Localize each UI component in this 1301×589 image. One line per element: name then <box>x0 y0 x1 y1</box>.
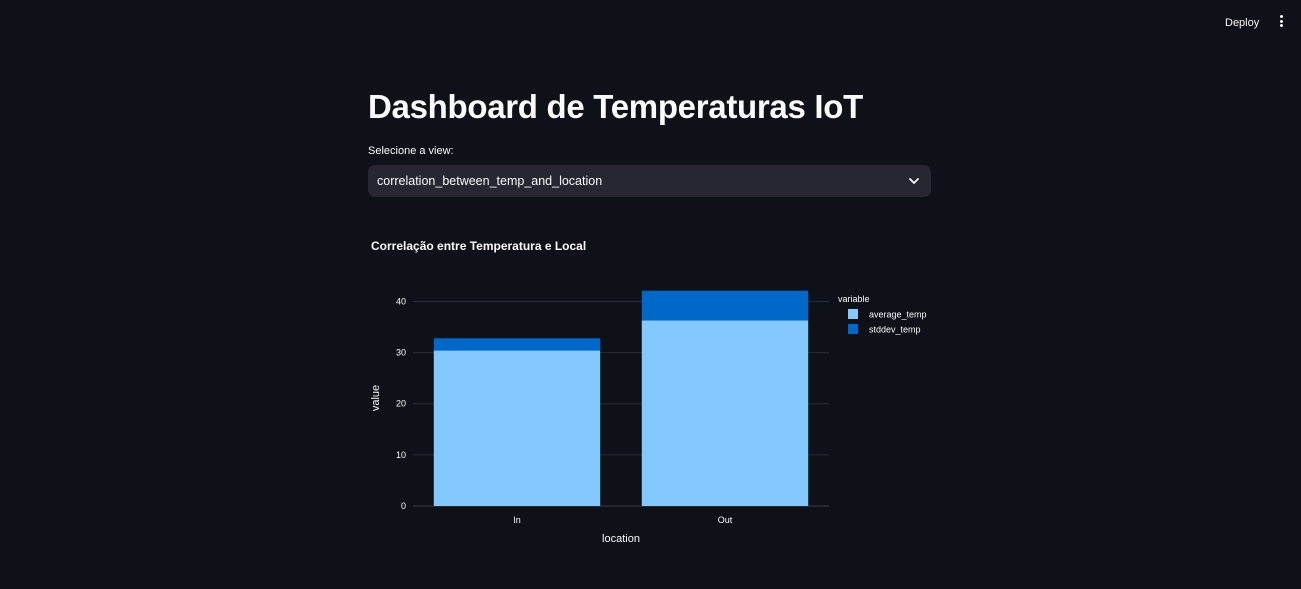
legend-label-stddev_temp: stddev_temp <box>869 325 921 335</box>
deploy-button[interactable]: Deploy <box>1225 17 1260 29</box>
y-tick-label: 20 <box>396 399 406 409</box>
bar-average_temp-Out[interactable] <box>641 320 809 506</box>
y-tick-label: 10 <box>396 450 406 460</box>
legend-swatch-stddev_temp[interactable] <box>848 324 858 334</box>
select-value: correlation_between_temp_and_location <box>377 174 603 188</box>
view-select[interactable]: correlation_between_temp_and_location <box>368 165 931 197</box>
more-vertical-icon[interactable] <box>1275 15 1287 31</box>
top-bar: Deploy <box>0 0 1301 46</box>
bars <box>433 290 809 506</box>
x-tick-label: In <box>513 515 521 525</box>
legend: variable average_temp stddev_temp <box>838 294 927 335</box>
legend-swatch-average_temp[interactable] <box>848 309 858 319</box>
legend-label-average_temp: average_temp <box>869 310 927 320</box>
legend-title: variable <box>838 294 870 304</box>
bar-stddev_temp-In[interactable] <box>433 338 601 351</box>
select-label: Selecione a view: <box>368 145 454 157</box>
chevron-down-icon <box>909 178 919 184</box>
x-axis-label: location <box>602 533 640 545</box>
x-tick-label: Out <box>718 515 733 525</box>
page-title: Dashboard de Temperaturas IoT <box>368 88 863 125</box>
chart-title: Correlação entre Temperatura e Local <box>371 239 586 253</box>
bar-average_temp-In[interactable] <box>433 350 601 506</box>
axis-ticks: 0 10 20 30 40 In Out <box>396 296 733 525</box>
bar-stddev_temp-Out[interactable] <box>641 290 809 321</box>
bar-chart: Correlação entre Temperatura e Local 0 10… <box>370 239 927 545</box>
y-tick-label: 40 <box>396 296 406 306</box>
y-tick-label: 30 <box>396 348 406 358</box>
y-axis-label: value <box>370 385 382 411</box>
y-tick-label: 0 <box>401 501 406 511</box>
